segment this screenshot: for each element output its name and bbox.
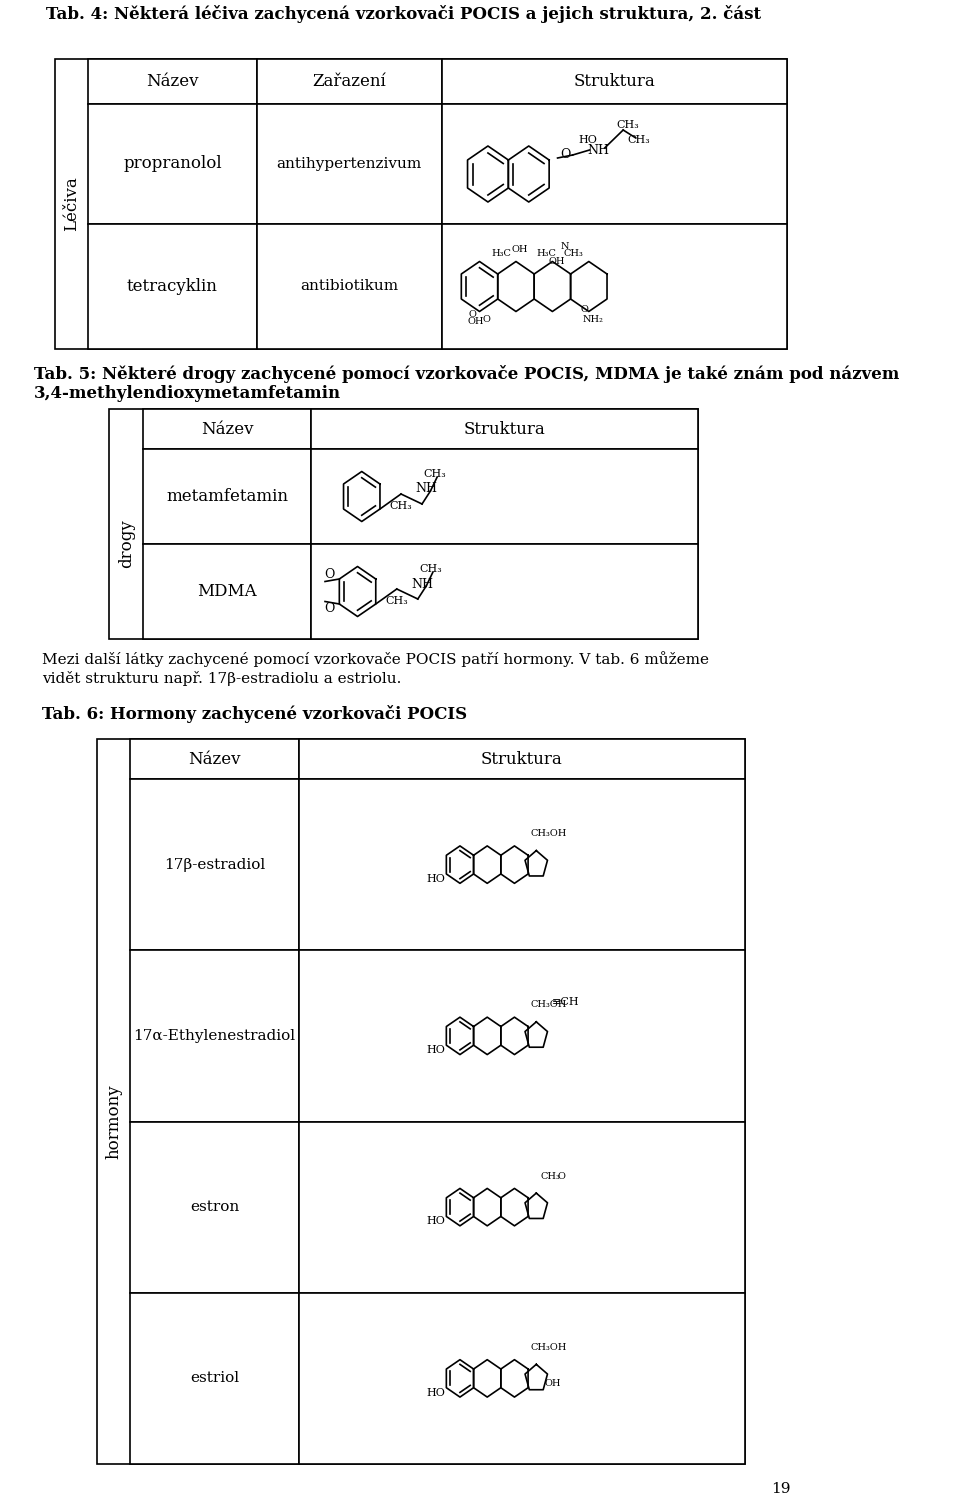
Bar (256, 223, 442, 349)
Text: O: O (324, 602, 334, 616)
Bar (143, 545, 311, 638)
Bar (299, 951, 745, 1121)
Text: HO: HO (427, 1046, 445, 1055)
Text: Název: Název (146, 72, 199, 91)
Text: O: O (581, 305, 588, 314)
Text: antihypertenzivum: antihypertenzivum (276, 157, 421, 171)
Bar (131, 739, 299, 779)
Text: O: O (558, 1171, 565, 1180)
Text: H₃C: H₃C (492, 249, 512, 258)
Bar (109, 409, 698, 638)
Text: Zařazení: Zařazení (312, 72, 386, 91)
Text: antibiotikum: antibiotikum (300, 279, 398, 293)
Text: Název: Název (201, 421, 253, 438)
Text: HO: HO (427, 874, 445, 884)
Bar (311, 545, 698, 638)
Text: CH₃: CH₃ (540, 1171, 561, 1180)
Bar (442, 59, 786, 104)
Text: Tab. 5: Některé drogy zachycené pomocí vzorkovače POCIS, MDMA je také znám pod n: Tab. 5: Některé drogy zachycené pomocí v… (34, 365, 899, 383)
Bar (299, 739, 745, 779)
Text: 3,4-methylendioxymetamfetamin: 3,4-methylendioxymetamfetamin (34, 385, 341, 403)
Text: 19: 19 (771, 1482, 791, 1495)
Text: CH₃: CH₃ (390, 501, 413, 512)
Bar (88, 104, 256, 223)
Bar (131, 1293, 299, 1464)
Text: drogy: drogy (118, 519, 134, 569)
Text: O: O (482, 315, 491, 324)
Text: CH₃: CH₃ (627, 134, 650, 145)
Text: H₃C: H₃C (537, 249, 557, 258)
Bar (256, 104, 442, 223)
Text: Struktura: Struktura (573, 72, 655, 91)
Text: Léčiva: Léčiva (63, 177, 80, 231)
Text: propranolol: propranolol (123, 155, 222, 172)
Text: Tab. 6: Hormony zachycené vzorkovači POCIS: Tab. 6: Hormony zachycené vzorkovači POC… (42, 705, 468, 723)
Text: Název: Název (188, 750, 241, 768)
Bar (442, 223, 786, 349)
Bar (299, 1121, 745, 1293)
Bar (143, 409, 311, 450)
Text: HO: HO (427, 1216, 445, 1227)
Text: CH₃OH: CH₃OH (531, 828, 567, 837)
Text: ≡CH: ≡CH (552, 997, 580, 1007)
Text: 17β-estradiol: 17β-estradiol (164, 857, 265, 872)
Bar (143, 450, 311, 545)
Bar (88, 223, 256, 349)
Text: estriol: estriol (190, 1372, 239, 1385)
Bar (88, 59, 256, 104)
Text: tetracyklin: tetracyklin (127, 278, 218, 294)
Text: 17α-Ethylenestradiol: 17α-Ethylenestradiol (133, 1029, 296, 1043)
Text: N: N (561, 241, 569, 250)
Text: CH₃: CH₃ (420, 564, 442, 573)
Bar (311, 409, 698, 450)
Text: Struktura: Struktura (464, 421, 545, 438)
Bar (311, 450, 698, 545)
Text: Mezi další látky zachycené pomocí vzorkovače POCIS patří hormony. V tab. 6 můžem: Mezi další látky zachycené pomocí vzorko… (42, 650, 709, 667)
Bar (55, 59, 786, 349)
Text: OH: OH (548, 257, 564, 266)
Text: NH: NH (587, 143, 609, 157)
Text: NH: NH (411, 578, 433, 590)
Text: O: O (324, 567, 334, 581)
Text: O: O (560, 148, 570, 161)
Text: NH: NH (416, 483, 437, 495)
Text: HO: HO (427, 1388, 445, 1397)
Text: CH₃: CH₃ (616, 121, 638, 130)
Text: O: O (468, 309, 477, 318)
Text: vidět strukturu např. 17β-estradiolu a estriolu.: vidět strukturu např. 17β-estradiolu a e… (42, 672, 401, 687)
Bar (131, 1121, 299, 1293)
Text: CH₃: CH₃ (423, 469, 446, 478)
Text: OH: OH (468, 317, 484, 326)
Text: OH: OH (512, 244, 528, 254)
Text: CH₃: CH₃ (564, 249, 584, 258)
Text: CH₃OH: CH₃OH (531, 1000, 567, 1010)
Text: hormony: hormony (105, 1083, 122, 1159)
Text: NH₂: NH₂ (583, 315, 604, 324)
Text: Struktura: Struktura (481, 750, 563, 768)
Text: estron: estron (190, 1200, 239, 1215)
Bar (299, 779, 745, 951)
Text: HO: HO (579, 134, 597, 145)
Bar (299, 1293, 745, 1464)
Text: MDMA: MDMA (198, 582, 257, 601)
Bar (256, 59, 442, 104)
Text: CH₃OH: CH₃OH (531, 1343, 567, 1352)
Text: CH₃: CH₃ (385, 596, 408, 607)
Bar (97, 739, 745, 1464)
Bar (131, 951, 299, 1121)
Text: Tab. 4: Některá léčiva zachycená vzorkovači POCIS a jejich struktura, 2. část: Tab. 4: Některá léčiva zachycená vzorkov… (46, 5, 761, 23)
Text: OH: OH (544, 1379, 561, 1388)
Bar (442, 104, 786, 223)
Bar (131, 779, 299, 951)
Text: metamfetamin: metamfetamin (166, 487, 288, 506)
